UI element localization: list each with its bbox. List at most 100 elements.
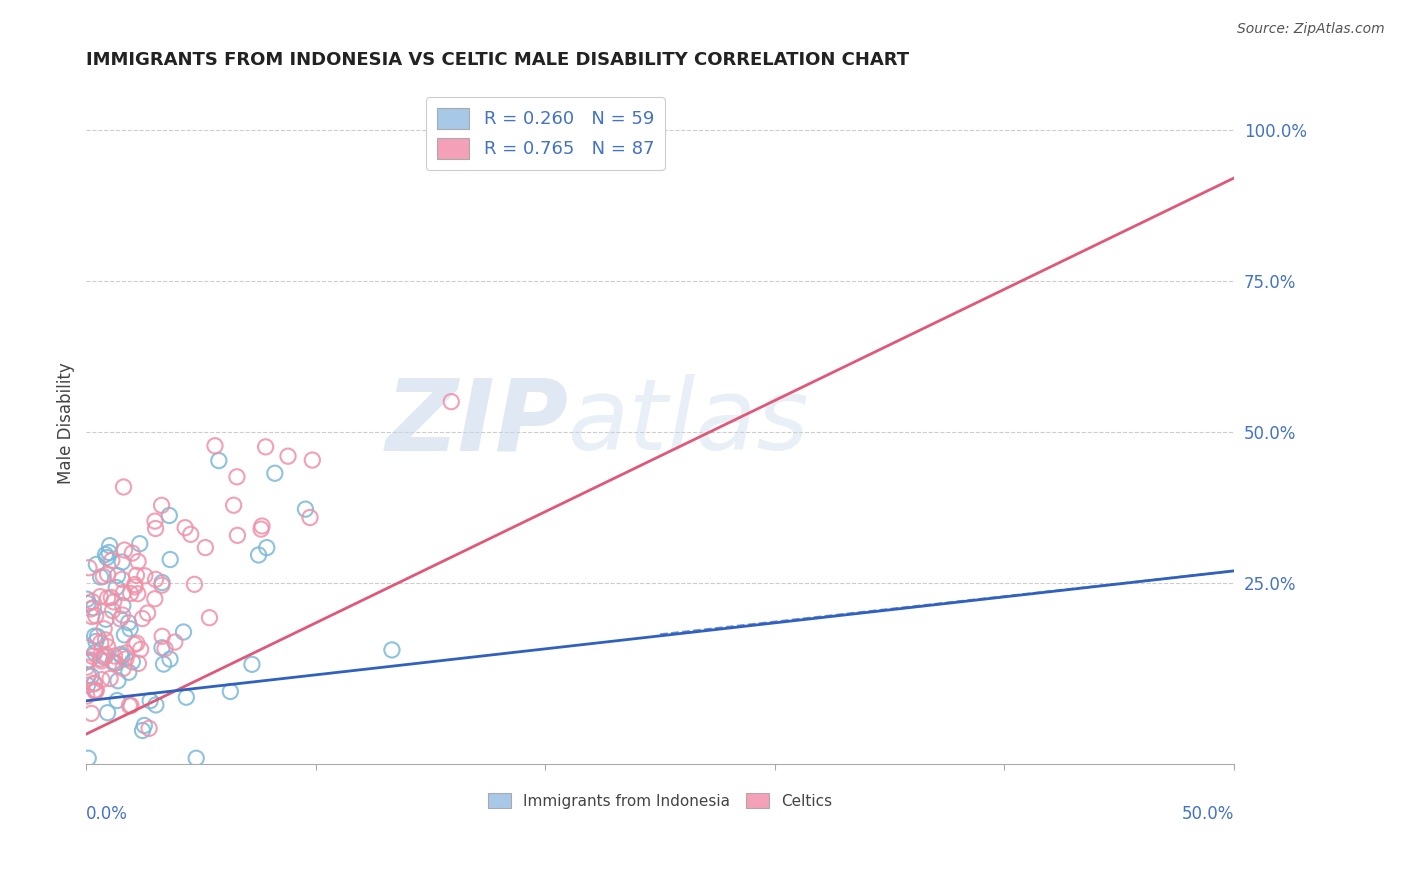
Point — [134, 569, 156, 583]
Point — [112, 585, 135, 599]
Point — [131, 723, 153, 738]
Point — [294, 502, 316, 516]
Point — [118, 698, 141, 713]
Point — [143, 591, 166, 606]
Text: 0.0%: 0.0% — [86, 805, 128, 823]
Point — [440, 394, 463, 409]
Point — [124, 638, 146, 652]
Point — [226, 470, 249, 484]
Point — [94, 612, 117, 626]
Point — [76, 654, 98, 668]
Point — [131, 611, 153, 625]
Point — [139, 694, 162, 708]
Point — [103, 648, 125, 663]
Point — [86, 558, 108, 572]
Point — [301, 453, 323, 467]
Point — [127, 587, 149, 601]
Point — [96, 567, 118, 582]
Point — [172, 625, 194, 640]
Point — [89, 590, 111, 604]
Point — [84, 634, 107, 648]
Point — [105, 693, 128, 707]
Point — [94, 548, 117, 562]
Point — [150, 640, 173, 655]
Point — [222, 498, 245, 512]
Point — [77, 560, 100, 574]
Point — [112, 661, 135, 675]
Point — [250, 522, 273, 536]
Point — [94, 632, 117, 647]
Point — [150, 578, 173, 592]
Point — [97, 591, 120, 605]
Point — [112, 480, 135, 494]
Point — [150, 498, 173, 512]
Point — [125, 636, 148, 650]
Point — [143, 514, 166, 528]
Point — [94, 649, 117, 664]
Point — [90, 652, 112, 666]
Point — [75, 654, 97, 668]
Point — [157, 508, 180, 523]
Point — [82, 600, 104, 615]
Point — [111, 572, 134, 586]
Point — [120, 622, 142, 636]
Point — [152, 657, 174, 672]
Point — [120, 698, 142, 713]
Point — [240, 657, 263, 672]
Point — [105, 581, 128, 595]
Point — [82, 649, 104, 664]
Point — [194, 541, 217, 555]
Point — [80, 602, 103, 616]
Point — [98, 539, 121, 553]
Point — [111, 555, 134, 569]
Point — [127, 555, 149, 569]
Point — [96, 550, 118, 565]
Point — [150, 629, 173, 643]
Point — [93, 622, 115, 636]
Point — [153, 641, 176, 656]
Point — [145, 698, 167, 712]
Point — [103, 657, 125, 671]
Point — [90, 654, 112, 668]
Text: IMMIGRANTS FROM INDONESIA VS CELTIC MALE DISABILITY CORRELATION CHART: IMMIGRANTS FROM INDONESIA VS CELTIC MALE… — [86, 51, 910, 69]
Point — [127, 657, 149, 671]
Point — [98, 545, 121, 559]
Point — [145, 573, 167, 587]
Point — [208, 453, 231, 467]
Point — [111, 649, 134, 664]
Point — [115, 652, 138, 666]
Point — [186, 751, 208, 765]
Point — [111, 599, 134, 613]
Point — [83, 676, 105, 690]
Point — [277, 449, 299, 463]
Point — [97, 640, 120, 654]
Legend: Immigrants from Indonesia, Celtics: Immigrants from Indonesia, Celtics — [482, 787, 838, 814]
Point — [174, 521, 197, 535]
Point — [134, 718, 156, 732]
Point — [76, 640, 98, 655]
Point — [101, 604, 124, 618]
Y-axis label: Male Disability: Male Disability — [58, 362, 75, 483]
Point — [79, 653, 101, 667]
Point — [76, 689, 98, 703]
Point — [226, 528, 249, 542]
Point — [117, 615, 139, 630]
Point — [159, 652, 181, 666]
Point — [110, 648, 132, 662]
Text: Source: ZipAtlas.com: Source: ZipAtlas.com — [1237, 22, 1385, 37]
Text: ZIP: ZIP — [385, 375, 568, 471]
Point — [298, 510, 321, 524]
Point — [136, 606, 159, 620]
Point — [80, 669, 103, 683]
Point — [83, 629, 105, 643]
Point — [93, 650, 115, 665]
Point — [121, 655, 143, 669]
Point — [121, 546, 143, 560]
Point — [381, 643, 404, 657]
Point — [98, 672, 121, 686]
Point — [114, 543, 136, 558]
Point — [145, 521, 167, 535]
Point — [86, 683, 108, 698]
Point — [76, 592, 98, 607]
Point — [80, 706, 103, 721]
